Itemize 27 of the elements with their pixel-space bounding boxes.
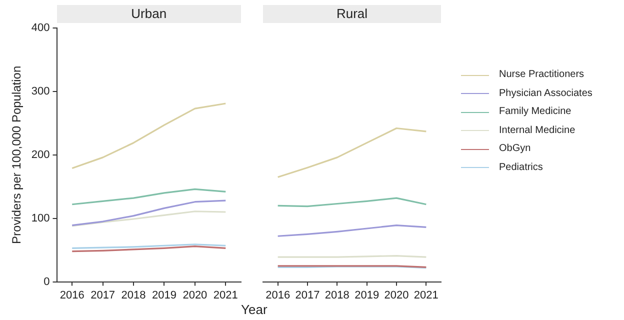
x-tick-label: 2016 <box>266 289 290 302</box>
y-tick-label: 0 <box>44 276 50 288</box>
x-tick-label: 2017 <box>295 289 320 302</box>
x-tick-label: 2021 <box>414 289 438 302</box>
x-tick-label: 2017 <box>90 289 116 302</box>
y-tick-label: 200 <box>31 148 50 161</box>
legend-label: ObGyn <box>499 143 531 156</box>
x-tick-label: 2019 <box>152 289 176 302</box>
chart-title: Urban <box>56 5 241 23</box>
x-tick-label: 2020 <box>182 289 208 302</box>
x-axis-title: Year <box>241 302 268 317</box>
legend-label: Nurse Practitioners <box>499 69 584 82</box>
y-tick-label: 400 <box>31 22 50 34</box>
legend-label: Internal Medicine <box>499 124 576 137</box>
y-tick-label: 300 <box>31 85 50 98</box>
legend-label: Pediatrics <box>499 162 543 174</box>
x-tick-label: 2019 <box>354 289 380 302</box>
x-tick-label: 2016 <box>60 289 84 302</box>
x-tick-label: 2018 <box>121 289 146 302</box>
y-axis-title: Providers per 100,000 Population <box>10 66 24 244</box>
x-tick-label: 2018 <box>324 289 350 302</box>
legend-label: Physician Associates <box>499 88 592 100</box>
x-tick-label: 2021 <box>213 289 238 302</box>
y-tick-label: 100 <box>31 212 50 224</box>
chart-title: Rural <box>263 5 441 23</box>
x-tick-label: 2020 <box>384 289 409 302</box>
legend-label: Family Medicine <box>499 106 572 118</box>
